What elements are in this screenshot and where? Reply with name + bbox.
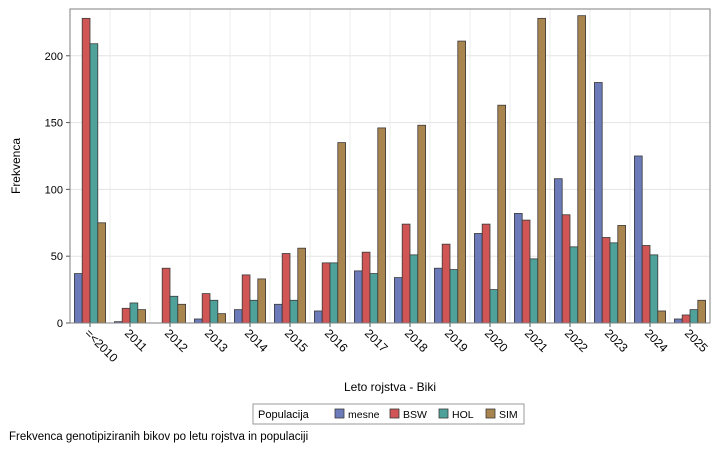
legend-title: Populacija bbox=[258, 409, 310, 421]
x-tick-label: 2025 bbox=[682, 326, 711, 355]
bar-hol-2012 bbox=[169, 295, 179, 324]
bar-bsw-2014 bbox=[241, 274, 251, 324]
bar-hol-2025 bbox=[689, 309, 699, 324]
bar-hol-2014 bbox=[249, 299, 259, 324]
bar-mesne-2022 bbox=[554, 178, 563, 324]
bar-hol-2015 bbox=[289, 299, 299, 324]
bar-mesne-2025 bbox=[674, 318, 683, 324]
x-tick-label: 2021 bbox=[522, 326, 551, 355]
bar-bsw-2017 bbox=[361, 251, 371, 324]
plot-frame bbox=[69, 8, 711, 324]
bar-sim-2015 bbox=[297, 247, 306, 324]
bar-sim-2023 bbox=[617, 225, 626, 324]
x-tick-label: 2014 bbox=[242, 326, 271, 355]
x-tick-label: 2019 bbox=[442, 326, 471, 355]
x-axis-label: Leto rojstva - Biki bbox=[344, 380, 436, 394]
chart-caption: Frekvenca genotipiziranih bikov po letu … bbox=[9, 431, 309, 443]
bar-bsw-2024 bbox=[641, 245, 651, 324]
x-tick-label: 2022 bbox=[562, 326, 591, 355]
bar-bsw-=<2010 bbox=[81, 17, 91, 324]
legend-swatch-hol bbox=[438, 408, 449, 419]
legend-label-mesne: mesne bbox=[348, 409, 380, 421]
bar-hol-2021 bbox=[529, 258, 539, 324]
bar-sim-2012 bbox=[177, 303, 187, 324]
bar-bsw-2012 bbox=[161, 267, 171, 324]
bar-sim-2017 bbox=[377, 127, 386, 324]
bar-mesne-2014 bbox=[233, 309, 243, 324]
bar-sim-2016 bbox=[337, 142, 346, 324]
x-tick-label: =<2010 bbox=[82, 326, 121, 365]
bar-sim-=<2010 bbox=[97, 222, 107, 324]
x-tick-label: 2023 bbox=[602, 326, 631, 355]
bar-mesne-2016 bbox=[313, 310, 323, 324]
bar-mesne-2020 bbox=[473, 233, 483, 324]
bar-hol-2018 bbox=[409, 254, 419, 324]
bar-bsw-2018 bbox=[401, 223, 411, 324]
bar-bsw-2023 bbox=[601, 237, 611, 324]
bar-mesne-2018 bbox=[393, 277, 403, 324]
bar-bsw-2011 bbox=[121, 307, 131, 324]
x-tick-label: 2013 bbox=[202, 326, 231, 355]
y-tick-label: 150 bbox=[45, 118, 63, 130]
bar-mesne-2013 bbox=[193, 318, 203, 324]
bar-hol-2013 bbox=[209, 299, 219, 324]
bar-sim-2018 bbox=[417, 124, 426, 324]
bar-hol-2020 bbox=[489, 289, 499, 324]
x-tick-label: 2024 bbox=[642, 326, 671, 355]
legend-swatch-bsw bbox=[389, 408, 400, 419]
bar-mesne-2019 bbox=[433, 267, 443, 324]
bar-sim-2020 bbox=[497, 104, 506, 324]
bar-bsw-2013 bbox=[201, 293, 211, 324]
bar-hol-2024 bbox=[649, 254, 659, 324]
legend-label-bsw: BSW bbox=[403, 409, 427, 421]
bar-sim-2024 bbox=[657, 310, 666, 324]
bar-bsw-2025 bbox=[681, 314, 691, 324]
y-tick-label: 100 bbox=[45, 184, 63, 196]
bar-bsw-2016 bbox=[321, 262, 331, 324]
legend-label-sim: SIM bbox=[499, 409, 518, 421]
bar-mesne-2023 bbox=[594, 82, 603, 324]
y-tick-label: 0 bbox=[57, 318, 63, 330]
bar-sim-2013 bbox=[217, 313, 227, 324]
y-tick-label: 50 bbox=[51, 251, 63, 263]
x-tick-label: 2015 bbox=[282, 326, 311, 355]
y-tick-label: 200 bbox=[45, 51, 63, 63]
bar-bsw-2022 bbox=[561, 214, 571, 324]
legend-swatch-mesne bbox=[334, 408, 345, 419]
legend-swatch-sim bbox=[485, 408, 496, 419]
x-tick-label: 2018 bbox=[402, 326, 431, 355]
bar-mesne-2021 bbox=[514, 213, 523, 324]
x-tick-label: 2020 bbox=[482, 326, 511, 355]
y-axis-label: Frekvenca bbox=[9, 138, 23, 194]
bar-bsw-2019 bbox=[441, 243, 451, 324]
bar-sim-2011 bbox=[137, 309, 147, 324]
bar-hol-2017 bbox=[369, 273, 379, 324]
bar-hol-=<2010 bbox=[89, 43, 99, 324]
bar-bsw-2020 bbox=[481, 223, 491, 324]
bar-hol-2023 bbox=[609, 242, 619, 324]
bar-bsw-2015 bbox=[281, 253, 291, 324]
bar-mesne-2015 bbox=[273, 303, 283, 324]
bar-bsw-2021 bbox=[521, 219, 531, 324]
bar-sim-2019 bbox=[457, 40, 466, 324]
bar-hol-2022 bbox=[569, 246, 579, 324]
bar-sim-2021 bbox=[537, 17, 546, 324]
bar-hol-2016 bbox=[329, 262, 339, 324]
bar-mesne-=<2010 bbox=[74, 273, 83, 324]
x-tick-label: 2011 bbox=[122, 326, 150, 354]
x-tick-label: 2017 bbox=[362, 326, 391, 355]
legend-label-hol: HOL bbox=[452, 409, 474, 421]
bar-sim-2022 bbox=[577, 15, 586, 324]
bar-sim-2025 bbox=[697, 299, 706, 324]
bar-sim-2014 bbox=[257, 278, 266, 324]
bar-mesne-2017 bbox=[353, 270, 363, 324]
x-tick-label: 2012 bbox=[162, 326, 191, 355]
bar-hol-2011 bbox=[129, 302, 139, 324]
bar-mesne-2024 bbox=[634, 155, 643, 324]
x-tick-label: 2016 bbox=[322, 326, 351, 355]
legend-box bbox=[252, 403, 525, 425]
bar-hol-2019 bbox=[449, 269, 459, 324]
